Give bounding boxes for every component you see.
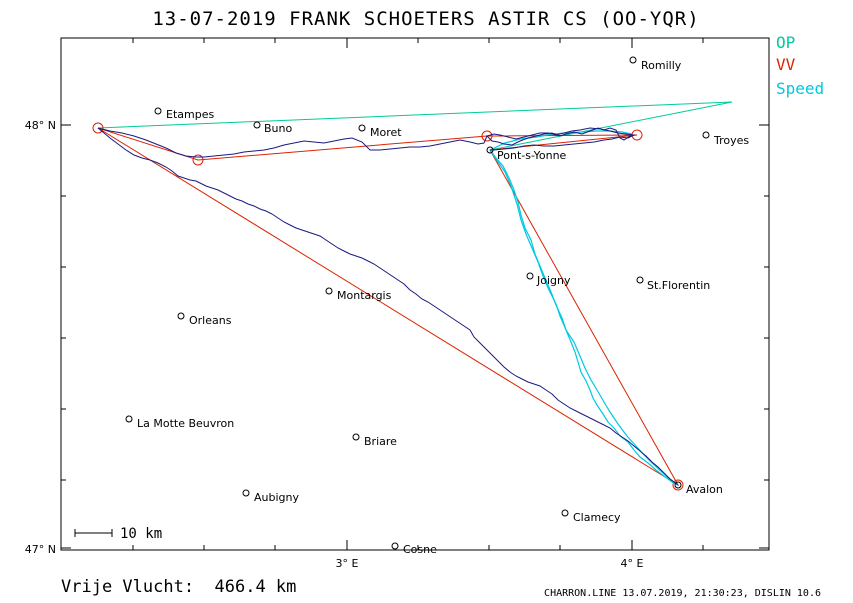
town-marker-pont-s-yonne (486, 146, 494, 154)
town-label-orleans: Orleans (189, 314, 232, 327)
town-label-avalon: Avalon (686, 483, 723, 496)
lat-label-48: 48° N (25, 119, 56, 132)
town-label-aubigny: Aubigny (254, 491, 299, 504)
turnpoint-circle (192, 154, 204, 166)
turnpoint-circle (481, 130, 493, 142)
town-label-joigny: Joigny (536, 274, 571, 287)
town-label-montargis: Montargis (337, 289, 392, 302)
lon-label-4: 4° E (621, 557, 644, 570)
flight-track (97, 127, 635, 158)
town-marker-etampes (154, 107, 162, 115)
map-title: 13-07-2019 FRANK SCHOETERS ASTIR CS (OO-… (152, 8, 699, 30)
axis-ticks (61, 38, 769, 550)
lon-label-3: 3° E (336, 557, 359, 570)
town-marker-cosne (391, 542, 399, 550)
town-label-romilly: Romilly (641, 59, 682, 72)
turnpoint-markers (92, 122, 684, 491)
town-label-moret: Moret (370, 126, 402, 139)
town-label-la-motte-beuvron: La Motte Beuvron (137, 417, 234, 430)
turnpoint-circle (672, 479, 684, 491)
town-label-cosne: Cosne (403, 543, 437, 556)
town-marker-clamecy (561, 509, 569, 517)
town-label-troyes: Troyes (713, 134, 749, 147)
town-label-etampes: Etampes (166, 108, 214, 121)
map-frame (60, 37, 770, 551)
town-marker-moret (358, 124, 366, 132)
lat-label-47: 47° N (25, 543, 56, 556)
town-label-st-florentin: St.Florentin (647, 279, 710, 292)
vv-route-line (97, 127, 680, 487)
town-marker-st-florentin (636, 276, 644, 284)
town-label-clamecy: Clamecy (573, 511, 621, 524)
town-marker-briare (352, 433, 360, 441)
town-marker-troyes (702, 131, 710, 139)
speed-track (489, 149, 679, 486)
flight-track (486, 127, 636, 151)
town-marker-orleans (177, 312, 185, 320)
speed-track (489, 149, 679, 486)
legend-op: OP (776, 33, 795, 52)
op-route-line (97, 101, 733, 151)
town-label-buno: Buno (264, 122, 292, 135)
legend-speed: Speed (776, 79, 824, 98)
scale-bar-label: 10 km (120, 526, 162, 542)
town-marker-avalon (674, 481, 682, 489)
flight-track (97, 127, 679, 486)
legend-vv: VV (776, 55, 796, 74)
footer-info: CHARRON.LINE 13.07.2019, 21:30:23, DISLI… (544, 588, 821, 599)
town-marker-montargis (325, 287, 333, 295)
town-marker-la-motte-beuvron (125, 415, 133, 423)
turnpoint-circle (92, 122, 104, 134)
town-label-pont-s-yonne: Pont-s-Yonne (497, 149, 567, 162)
town-marker-buno (253, 121, 261, 129)
town-markers (125, 56, 710, 550)
scale-bar (74, 529, 113, 537)
town-label-briare: Briare (364, 435, 397, 448)
town-marker-aubigny (242, 489, 250, 497)
town-marker-romilly (629, 56, 637, 64)
town-marker-joigny (526, 272, 534, 280)
distance-label: Vrije Vlucht: 466.4 km (61, 577, 296, 597)
